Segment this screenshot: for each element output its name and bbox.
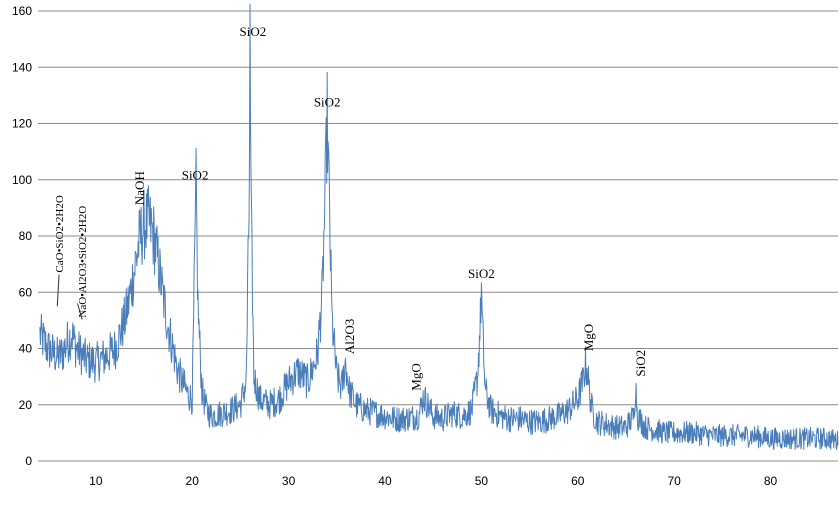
y-tick-label: 140 xyxy=(12,60,32,74)
peak-annotations: CaO•SiO2•2H2O NaO•Al2O3•SiO2•2H2O NaOH SiO2… xyxy=(54,24,648,391)
peak-label: MgO xyxy=(581,324,596,351)
y-tick-label: 160 xyxy=(12,4,32,18)
plot-area xyxy=(39,3,839,451)
y-tick-label: 100 xyxy=(12,173,32,187)
x-tick-label: 80 xyxy=(764,474,778,488)
peak-label: NaO•Al2O3•SiO2•2H2O xyxy=(77,206,89,318)
y-tick-label: 40 xyxy=(19,342,33,356)
peak-label: SiO2 xyxy=(314,94,341,109)
x-tick-label: 50 xyxy=(475,474,489,488)
peak-label: CaO•SiO2•2H2O xyxy=(54,195,66,272)
annotation-leader xyxy=(56,274,60,307)
x-tick-label: 60 xyxy=(571,474,585,488)
series-line xyxy=(39,3,839,451)
peak-label: SiO2 xyxy=(240,24,267,39)
x-axis-ticks: 10 20 30 40 50 60 70 80 xyxy=(89,474,777,488)
peak-label: SiO2 xyxy=(468,266,495,281)
y-tick-label: 0 xyxy=(25,454,32,468)
x-tick-label: 20 xyxy=(186,474,200,488)
x-tick-label: 30 xyxy=(282,474,296,488)
peak-label: SiO2 xyxy=(633,350,648,377)
annotation-leader xyxy=(77,303,83,320)
y-axis-ticks: 0 20 40 60 80 100 120 140 160 xyxy=(12,4,32,468)
y-tick-label: 80 xyxy=(19,229,33,243)
peak-label: Al2O3 xyxy=(342,319,357,354)
peak-label: NaOH xyxy=(132,171,147,205)
peak-label: SiO2 xyxy=(182,167,209,182)
x-tick-label: 40 xyxy=(378,474,392,488)
y-tick-label: 120 xyxy=(12,117,32,131)
x-tick-label: 70 xyxy=(667,474,681,488)
y-tick-label: 60 xyxy=(19,285,33,299)
x-tick-label: 10 xyxy=(89,474,103,488)
y-tick-label: 20 xyxy=(19,398,33,412)
peak-label: MgO xyxy=(409,363,424,390)
